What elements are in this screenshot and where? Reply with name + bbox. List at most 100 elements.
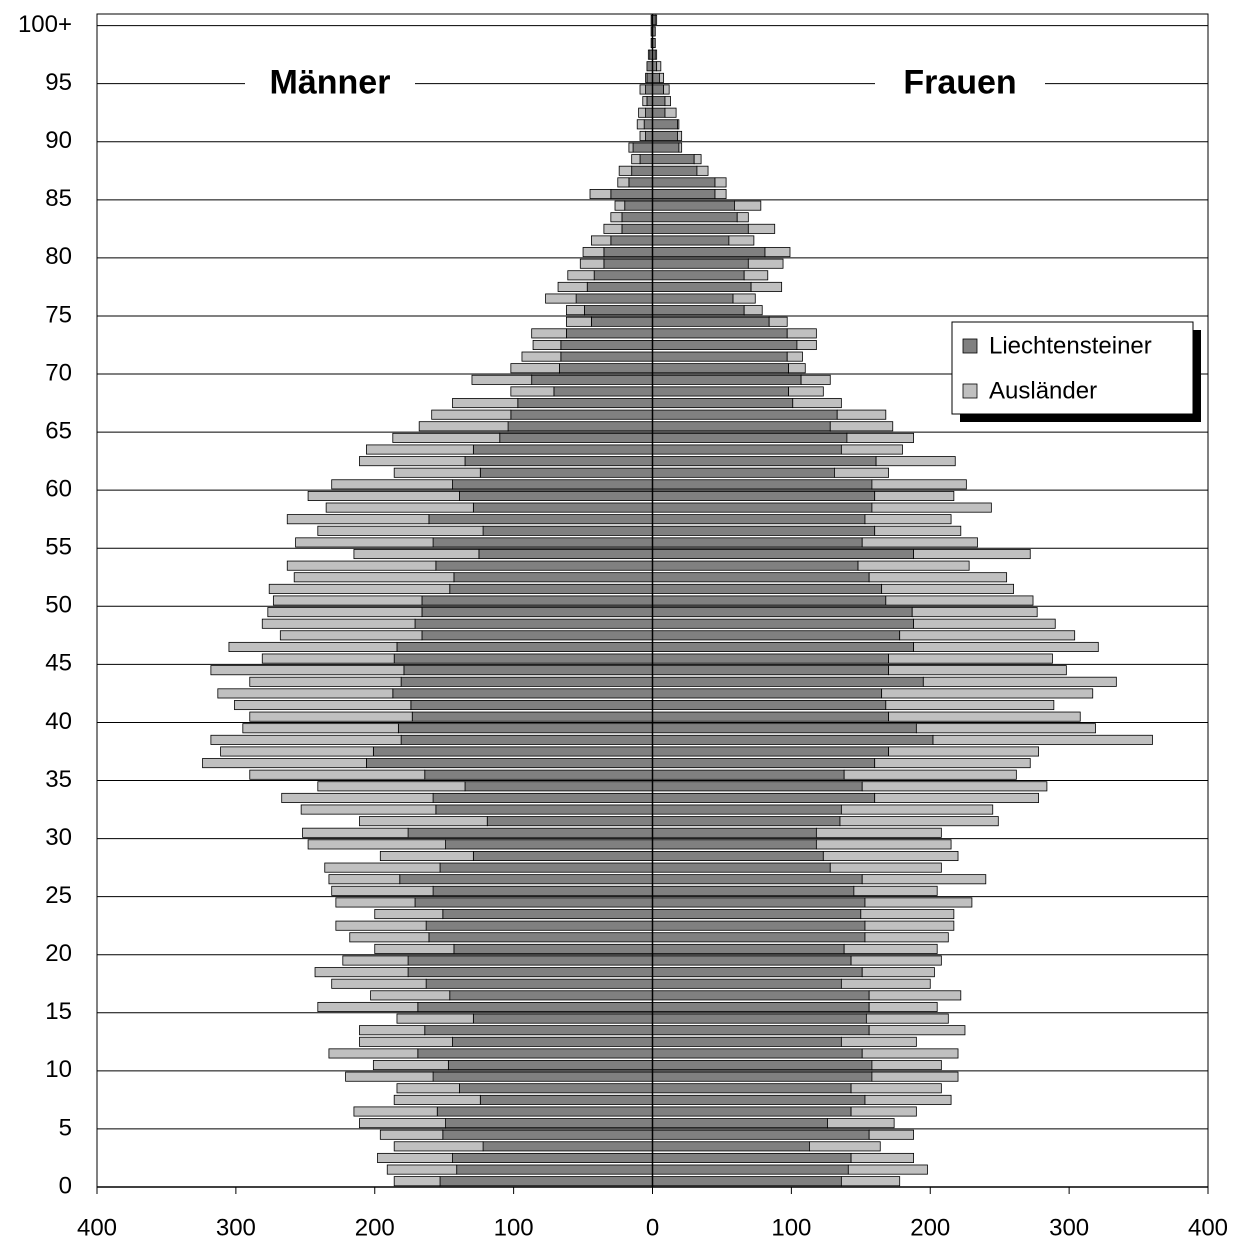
bar — [861, 874, 987, 885]
bar — [645, 107, 653, 118]
legend — [951, 321, 1194, 415]
bar — [847, 1164, 928, 1175]
bar — [567, 270, 595, 281]
bar — [242, 723, 399, 734]
title-bg — [245, 61, 415, 106]
bar — [871, 502, 992, 513]
bar — [843, 943, 938, 954]
bar — [617, 177, 630, 188]
y-tick-label: 75 — [45, 301, 72, 328]
bar — [396, 1083, 460, 1094]
bar — [379, 1129, 444, 1140]
bar — [482, 525, 653, 536]
bar — [652, 549, 914, 560]
bar — [447, 1060, 653, 1071]
bar — [424, 769, 653, 780]
bar — [871, 1060, 942, 1071]
y-tick-label: 25 — [45, 882, 72, 909]
bar — [864, 897, 973, 908]
bar — [249, 769, 426, 780]
bar — [331, 978, 427, 989]
bar — [652, 479, 873, 490]
bar — [652, 572, 870, 583]
bar — [261, 653, 395, 664]
bar — [396, 641, 653, 652]
bar — [652, 514, 866, 525]
bar — [432, 1071, 653, 1082]
bar — [589, 189, 612, 200]
bar — [750, 281, 783, 292]
bar — [652, 676, 924, 687]
bar — [871, 479, 967, 490]
bar — [249, 711, 413, 722]
bar — [764, 247, 791, 258]
bar — [414, 618, 653, 629]
bar — [652, 165, 698, 176]
bar — [840, 1036, 917, 1047]
y-tick-label: 60 — [45, 476, 72, 503]
bar — [579, 258, 605, 269]
bar — [366, 444, 474, 455]
bar — [479, 1094, 653, 1105]
bar — [652, 1083, 852, 1094]
bar — [652, 607, 913, 618]
bar — [379, 850, 474, 862]
bar — [864, 920, 955, 931]
bar — [499, 432, 653, 443]
y-tick-label: 20 — [45, 940, 72, 967]
x-tick-label: 400 — [1188, 1214, 1228, 1241]
bar — [664, 96, 671, 107]
x-tick-label: 200 — [355, 1214, 395, 1241]
bar — [317, 781, 466, 792]
bar — [459, 1083, 653, 1094]
y-tick-label: 5 — [59, 1114, 72, 1141]
bar — [836, 409, 887, 420]
y-tick-label: 65 — [45, 417, 72, 444]
bar — [768, 316, 788, 327]
bar — [677, 119, 680, 130]
bar — [432, 792, 653, 803]
bar — [678, 142, 683, 153]
x-tick-label: 300 — [216, 1214, 256, 1241]
bar — [652, 850, 824, 862]
bar — [421, 630, 653, 641]
bar — [652, 258, 749, 269]
bar — [652, 700, 887, 711]
bar — [267, 607, 423, 618]
bar — [652, 502, 873, 513]
bar — [664, 107, 677, 118]
title-bg — [875, 61, 1045, 106]
bar — [521, 351, 562, 362]
bar — [652, 955, 852, 966]
bar — [846, 432, 914, 443]
bar — [652, 456, 877, 467]
bar — [217, 688, 394, 699]
bar — [621, 212, 653, 223]
bar — [871, 1071, 959, 1082]
bar — [646, 96, 653, 107]
bar — [300, 804, 437, 815]
bar — [646, 61, 653, 72]
bar — [652, 967, 863, 978]
bar — [507, 421, 653, 432]
bar — [453, 572, 653, 583]
bar — [374, 909, 444, 920]
bar — [652, 1164, 849, 1175]
bar — [714, 177, 727, 188]
bar — [913, 549, 1031, 560]
bar — [452, 479, 653, 490]
bar — [445, 839, 653, 850]
bar — [693, 154, 702, 165]
bar — [449, 990, 653, 1001]
bar — [652, 746, 889, 757]
legend-swatch — [962, 383, 978, 399]
bar — [353, 549, 480, 560]
bar — [331, 479, 453, 490]
bar — [652, 734, 934, 745]
bar — [652, 990, 870, 1001]
bar — [652, 804, 842, 815]
bar — [593, 270, 653, 281]
bar — [472, 502, 653, 513]
bar — [652, 711, 889, 722]
y-tick-label: 35 — [45, 766, 72, 793]
